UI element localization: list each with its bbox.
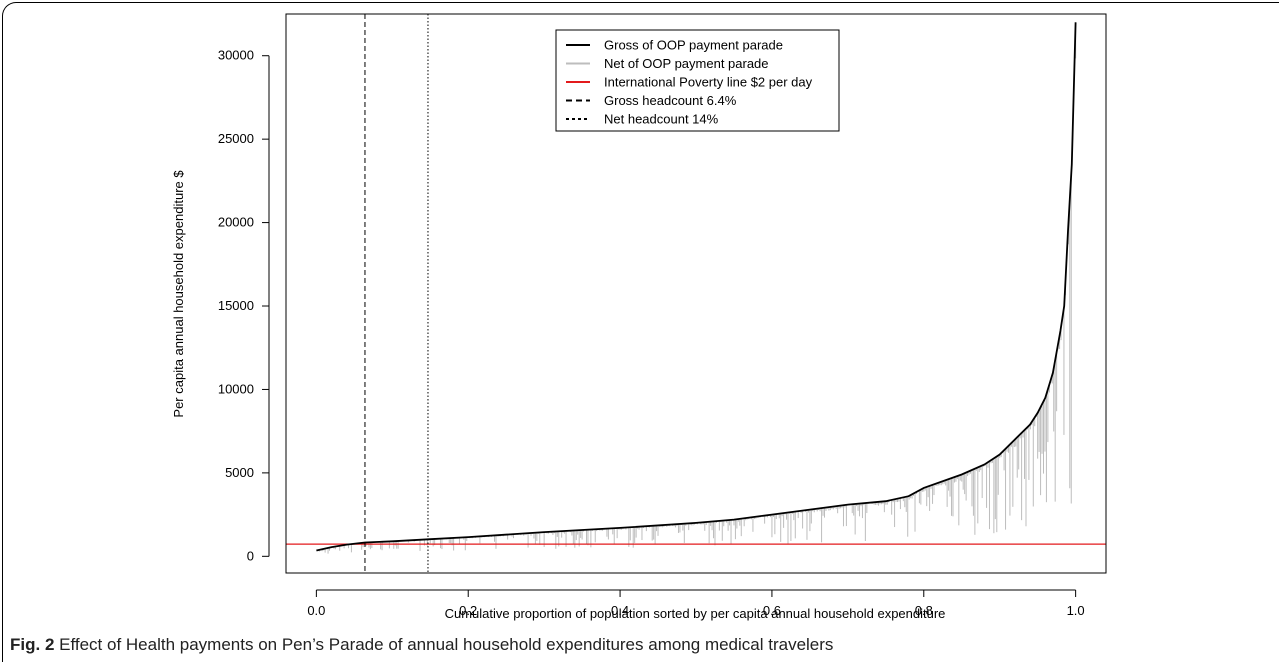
x-tick-label: 0.4 (611, 603, 629, 618)
x-tick-label: 0.0 (307, 603, 325, 618)
y-tick-label: 5000 (225, 465, 254, 480)
figure-caption: Fig. 2 Effect of Health payments on Pen’… (10, 635, 833, 655)
x-tick-label: 1.0 (1067, 603, 1085, 618)
x-tick-label: 0.6 (763, 603, 781, 618)
y-axis: 0 5000 10000 15000 20000 25000 30000 (218, 48, 270, 563)
series-layer (286, 14, 1106, 573)
legend-box (555, 29, 840, 132)
y-tick-label: 0 (247, 548, 254, 563)
y-tick-label: 30000 (218, 48, 254, 63)
x-axis: 0.0 0.2 0.4 0.6 0.8 1.0 (307, 589, 1085, 618)
x-tick-label: 0.2 (459, 603, 477, 618)
legend: Gross of OOP payment parade Net of OOP pa… (555, 29, 840, 132)
caption-label: Fig. 2 (10, 635, 55, 654)
y-tick-label: 15000 (218, 298, 254, 313)
gross-parade-line (316, 22, 1077, 552)
x-axis-title: Cumulative proportion of population sort… (445, 606, 946, 621)
y-tick-label: 25000 (218, 131, 254, 146)
x-tick-label: 0.8 (915, 603, 933, 618)
caption-text: Effect of Health payments on Pen’s Parad… (54, 635, 834, 654)
y-tick-label: 10000 (218, 381, 254, 396)
legend-label: Net headcount 14% (604, 112, 719, 127)
legend-label: Gross headcount 6.4% (604, 93, 737, 108)
y-axis-title: Per capita annual household expenditure … (171, 170, 186, 418)
legend-label: Gross of OOP payment parade (604, 38, 783, 53)
pens-parade-chart: 0.0 0.2 0.4 0.6 0.8 1.0 0 5000 10000 15000 20000 2… (171, 13, 1107, 621)
plot-area-border (285, 13, 1107, 574)
y-tick-label: 20000 (218, 215, 254, 230)
legend-label: International Poverty line $2 per day (604, 75, 813, 90)
legend-label: Net of OOP payment parade (604, 56, 769, 71)
